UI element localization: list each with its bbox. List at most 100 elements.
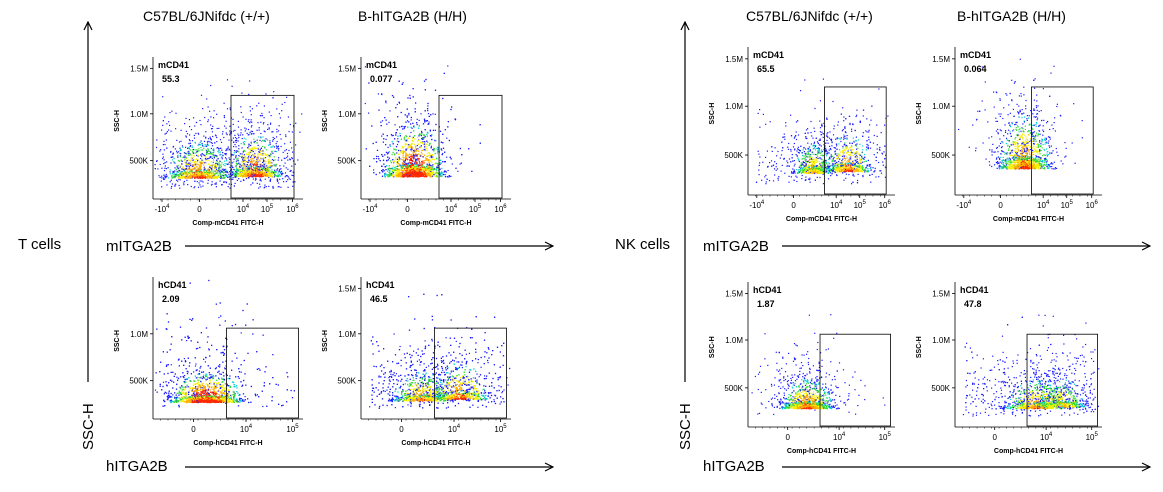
x-tick-label: 104 — [240, 424, 253, 434]
x-tick-label: 104 — [1040, 432, 1053, 442]
y-tick-label: 1.5M — [725, 55, 743, 64]
x-tick-label: 0 — [191, 425, 196, 434]
gate-label: mCD41 — [753, 50, 784, 60]
gate-percentage: 47.8 — [964, 299, 982, 309]
y-tick-label: 500K — [724, 151, 743, 160]
y-tick-label: 500K — [129, 377, 148, 386]
x-tick-label: 105 — [1061, 200, 1074, 210]
y-tick-label: 1.0M — [932, 336, 950, 345]
x-tick-label: 106 — [879, 200, 892, 210]
left-m-axis-label: mITGA2B — [106, 238, 172, 255]
y-tick-label: 500K — [931, 384, 950, 393]
x-tick-label: 0 — [197, 205, 202, 214]
flow-plot-1: 500K 1.0M 1.5M -104 0 104 105 106 Comp-mCD41 FIT… — [114, 57, 303, 227]
y-tick-label: 1.0M — [338, 110, 356, 119]
y-axis-label: SSC-H — [322, 330, 329, 352]
y-tick-label: 1.5M — [932, 290, 950, 299]
x-tick-label: 105 — [854, 200, 867, 210]
x-tick-label: 105 — [261, 204, 274, 214]
gate-label: hCD41 — [960, 285, 989, 295]
y-tick-label: 1.0M — [130, 330, 148, 339]
y-tick-label: 500K — [337, 377, 356, 386]
x-tick-label: 0 — [992, 433, 997, 442]
flow-plot-8: 500K 1.0M 1.5M 0 104 105 Comp-hCD41 FITC-H SSC-… — [916, 282, 1102, 455]
x-tick-label: 106 — [1086, 200, 1099, 210]
y-tick-label: 1.0M — [130, 110, 148, 119]
gate-percentage: 0.077 — [370, 74, 393, 84]
y-axis-label: SSC-H — [114, 330, 121, 352]
x-tick-label: 105 — [1086, 432, 1099, 442]
gate-label: mCD41 — [158, 60, 189, 70]
x-tick-label: 0 — [998, 201, 1003, 210]
right-m-axis-label: mITGA2B — [703, 238, 769, 255]
gate-box — [824, 86, 887, 195]
x-tick-label: 105 — [879, 432, 892, 442]
x-tick-label: 0 — [791, 201, 796, 210]
gate-percentage: 2.09 — [162, 294, 180, 304]
header-right-col2: B-hITGA2B (H/H) — [957, 8, 1066, 24]
x-tick-label: 0 — [405, 205, 410, 214]
x-axis-label: Comp-mCD41 FITC-H — [786, 216, 857, 223]
y-tick-label: 1.5M — [338, 284, 356, 293]
y-tick-label: 1.5M — [932, 55, 950, 64]
y-tick-label: 500K — [724, 384, 743, 393]
gate-label: mCD41 — [366, 60, 397, 70]
gate-percentage: 55.3 — [162, 74, 180, 84]
y-tick-label: 500K — [337, 157, 356, 166]
x-tick-label: 104 — [445, 204, 458, 214]
gate-label: hCD41 — [753, 285, 782, 295]
flow-plot-7: 500K 1.0M 1.5M 0 104 105 Comp-hCD41 FITC-H SSC-… — [709, 282, 895, 455]
scatter-points — [369, 293, 511, 409]
header-left-col1: C57BL/6JNifdc (+/+) — [143, 8, 270, 24]
y-axis-label: SSC-H — [709, 103, 716, 125]
gate-percentage: 65.5 — [757, 64, 775, 74]
gate-percentage: 46.5 — [370, 294, 388, 304]
t-cells-label: T cells — [18, 236, 62, 253]
y-tick-label: 1.5M — [130, 64, 148, 73]
x-tick-label: 105 — [469, 204, 482, 214]
right-h-axis-label: hITGA2B — [703, 458, 765, 475]
x-tick-label: 0 — [785, 433, 790, 442]
x-axis-label: Comp-mCD41 FITC-H — [400, 220, 471, 227]
scatter-points — [154, 279, 295, 408]
x-tick-label: 106 — [494, 204, 507, 214]
y-tick-label: 1.0M — [725, 336, 743, 345]
x-tick-label: 104 — [1037, 200, 1050, 210]
nk-cells-label: NK cells — [615, 236, 671, 253]
flow-plot-5: 500K 1.0M 1.5M -104 0 104 105 106 Comp-mCD41 FIT… — [709, 47, 895, 223]
gate-box — [230, 94, 295, 199]
x-axis-label: Comp-hCD41 FITC-H — [787, 448, 856, 455]
scatter-points — [755, 78, 889, 185]
y-tick-label: 1.5M — [338, 64, 356, 73]
gate-box — [1031, 86, 1094, 195]
x-tick-label: -104 — [155, 204, 171, 214]
x-tick-label: 104 — [833, 432, 846, 442]
y-axis-label: SSC-H — [916, 336, 923, 358]
y-axis-label: SSC-H — [916, 103, 923, 125]
y-tick-label: 1.0M — [338, 330, 356, 339]
x-axis-label: Comp-mCD41 FITC-H — [993, 216, 1064, 223]
gate-box — [226, 327, 299, 419]
scatter-points — [751, 314, 886, 415]
header-left-col2: B-hITGA2B (H/H) — [358, 8, 467, 24]
gate-box — [434, 327, 507, 419]
x-tick-label: 0 — [399, 425, 404, 434]
y-tick-label: 1.5M — [725, 290, 743, 299]
y-tick-label: 500K — [129, 157, 148, 166]
x-axis-label: Comp-mCD41 FITC-H — [192, 220, 263, 227]
gate-box — [438, 94, 503, 199]
x-axis-label: Comp-hCD41 FITC-H — [401, 440, 470, 447]
y-tick-label: 1.0M — [932, 102, 950, 111]
flow-plot-3: 500K 1.0M 0 104 105 Comp-hCD41 FITC-H SSC-H hCD… — [114, 277, 303, 447]
flow-plot-2: 500K 1.0M 1.5M -104 0 104 105 106 Comp-mCD41 FIT… — [322, 57, 511, 227]
y-axis-label: SSC-H — [114, 110, 121, 132]
x-axis-label: Comp-hCD41 FITC-H — [994, 448, 1063, 455]
left-h-axis-label: hITGA2B — [106, 458, 168, 475]
x-tick-label: 106 — [286, 204, 299, 214]
x-axis-label: Comp-hCD41 FITC-H — [193, 440, 262, 447]
x-tick-label: 105 — [286, 424, 299, 434]
flow-plot-4: 500K 1.0M 1.5M 0 104 105 Comp-hCD41 FITC-H SSC-… — [322, 277, 511, 447]
gate-box — [1026, 333, 1098, 427]
